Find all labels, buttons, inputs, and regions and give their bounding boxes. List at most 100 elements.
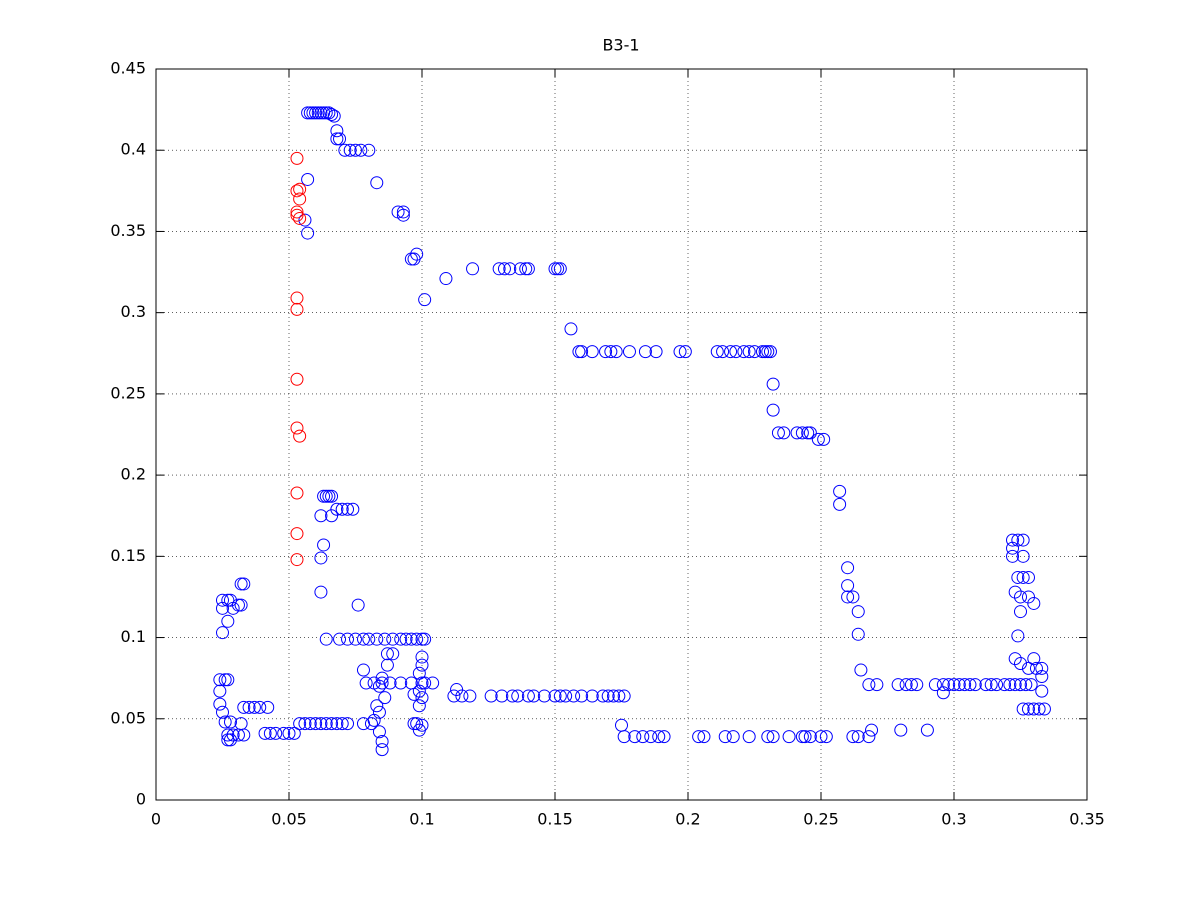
point xyxy=(870,678,884,692)
point xyxy=(216,626,229,640)
point xyxy=(319,489,333,503)
point xyxy=(303,717,317,731)
point xyxy=(814,730,828,744)
point xyxy=(519,262,533,276)
point xyxy=(771,426,785,440)
point xyxy=(277,726,291,740)
point xyxy=(766,403,780,417)
y-tick-label: 0 xyxy=(136,790,146,809)
point xyxy=(657,730,671,744)
point xyxy=(415,658,429,672)
point xyxy=(412,699,426,713)
point xyxy=(301,106,315,120)
point xyxy=(726,730,740,744)
point xyxy=(298,213,312,227)
point xyxy=(287,726,301,740)
point xyxy=(1006,549,1020,563)
point xyxy=(1011,629,1025,643)
point xyxy=(404,252,418,266)
point xyxy=(290,527,304,541)
point xyxy=(742,345,756,359)
point xyxy=(841,579,855,593)
point xyxy=(891,678,905,692)
point xyxy=(378,632,392,646)
point xyxy=(396,208,410,222)
point xyxy=(237,700,251,714)
point xyxy=(1016,549,1030,563)
point xyxy=(415,691,429,705)
point xyxy=(998,678,1012,692)
point xyxy=(314,585,328,599)
point xyxy=(1008,652,1022,666)
point xyxy=(1014,605,1027,619)
point xyxy=(311,106,325,120)
ticks: 0 0.05 0.1 0.15 0.2 0.25 0.3 0.35 0 0.05 0.1 0.15 0.… xyxy=(110,59,1104,829)
point xyxy=(894,723,908,737)
x-tick-label: 0.15 xyxy=(537,810,573,829)
point xyxy=(1006,533,1020,547)
point xyxy=(359,676,373,690)
point xyxy=(354,143,368,157)
point xyxy=(319,106,333,120)
point xyxy=(567,689,581,703)
point xyxy=(407,687,421,701)
point xyxy=(410,717,424,731)
point xyxy=(317,489,331,503)
point xyxy=(213,684,227,698)
point xyxy=(364,717,378,731)
point xyxy=(394,676,408,690)
plot-area xyxy=(213,106,1051,757)
point xyxy=(290,302,304,316)
point xyxy=(1011,570,1025,584)
y-tick-label: 0.35 xyxy=(110,221,146,240)
chart-title: B3-1 xyxy=(602,36,639,55)
point xyxy=(716,345,730,359)
point xyxy=(782,730,796,744)
point xyxy=(351,598,365,612)
point xyxy=(237,577,251,591)
point xyxy=(362,632,376,646)
point xyxy=(314,551,328,565)
point xyxy=(1021,702,1035,716)
point xyxy=(372,725,386,739)
point xyxy=(553,689,567,703)
point xyxy=(293,182,307,196)
point xyxy=(306,106,320,120)
point xyxy=(652,730,666,744)
point xyxy=(766,377,780,391)
point xyxy=(314,509,328,523)
point xyxy=(330,717,344,731)
point xyxy=(375,671,389,685)
point xyxy=(375,676,389,690)
point xyxy=(247,700,261,714)
x-tick-label: 0.1 xyxy=(409,810,434,829)
point xyxy=(761,345,775,359)
point xyxy=(216,593,229,607)
point xyxy=(290,553,304,567)
point xyxy=(218,715,232,729)
point xyxy=(811,432,825,446)
y-tick-label: 0.15 xyxy=(110,546,146,565)
axes-box xyxy=(155,68,1088,801)
point xyxy=(729,345,743,359)
point xyxy=(1021,661,1035,675)
point xyxy=(293,429,307,443)
point xyxy=(293,192,307,206)
point xyxy=(1014,657,1027,671)
point xyxy=(362,143,376,157)
point xyxy=(761,730,775,744)
point xyxy=(718,730,732,744)
point xyxy=(649,345,663,359)
point xyxy=(263,726,277,740)
point xyxy=(851,730,865,744)
point xyxy=(979,678,993,692)
point xyxy=(269,726,283,740)
point xyxy=(865,723,879,737)
point xyxy=(511,689,525,703)
point xyxy=(638,345,652,359)
x-tick-label: 0.3 xyxy=(941,810,966,829)
point xyxy=(325,489,339,503)
y-tick-label: 0.45 xyxy=(110,59,146,78)
point xyxy=(330,502,344,516)
